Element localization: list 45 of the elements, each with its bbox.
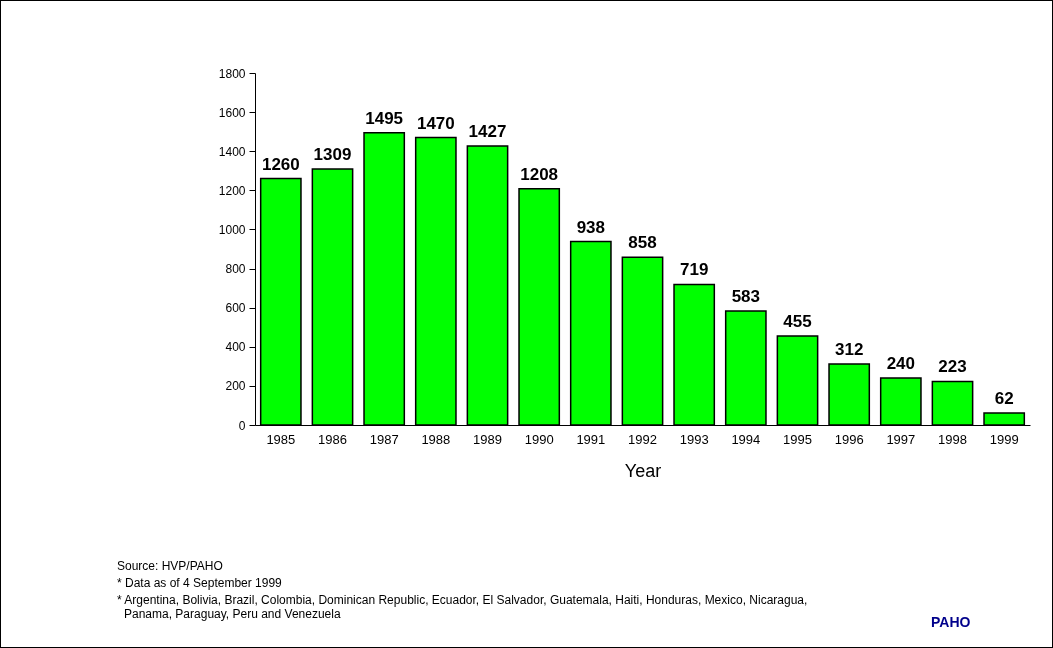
- y-tick-label: 0: [238, 418, 246, 433]
- y-tick-label: 1200: [218, 183, 246, 198]
- x-tick-label: 1994: [731, 431, 761, 447]
- data-label: 312: [834, 339, 864, 359]
- x-tick-label: 1988: [421, 431, 451, 447]
- y-tick-label: 800: [225, 262, 246, 277]
- data-label: 455: [783, 312, 812, 332]
- x-tick-label: 1991: [576, 431, 606, 447]
- x-tick-label: 1992: [628, 431, 657, 447]
- text: * Argentina, Bolivia, Brazil, Colombia, Dominican Republic, Ecuador, El Salvador, Guatemala, Haiti, Honduras, Mexico, Nicaragua, Panama, Paraguay, Peru and Venezuela: [117, 593, 809, 621]
- data-label: 719: [679, 260, 709, 280]
- text: * Data as of 4 September 1999: [117, 576, 282, 590]
- data-label: 1427: [468, 121, 507, 141]
- y-tick-label: 1600: [218, 105, 246, 120]
- data-label: 1208: [520, 164, 559, 184]
- y-tick-label: 1800: [218, 66, 246, 81]
- y-tick-label: 1000: [218, 222, 246, 237]
- x-tick-label: 1986: [318, 431, 347, 447]
- data-label: 938: [576, 217, 606, 237]
- data-label: 240: [886, 354, 916, 374]
- y-tick-label: 1400: [218, 144, 246, 159]
- x-tick-label: 1998: [938, 431, 967, 447]
- text: PAHO: [931, 614, 971, 630]
- x-tick-label: 1987: [369, 431, 399, 447]
- data-label: 223: [938, 357, 967, 377]
- x-tick-label: 1993: [679, 431, 709, 447]
- y-tick-label: 200: [225, 379, 246, 394]
- x-tick-label: 1997: [886, 431, 916, 447]
- x-axis-title: Year: [624, 460, 662, 481]
- data-label: 62: [994, 388, 1014, 408]
- y-tick-label: 600: [225, 301, 246, 316]
- x-tick-label: 1995: [783, 431, 812, 447]
- x-tick-label: 1996: [834, 431, 864, 447]
- data-label: 858: [628, 233, 657, 253]
- y-tick-label: 400: [225, 340, 246, 355]
- x-tick-label: 1989: [473, 431, 502, 447]
- data-label: 1260: [261, 154, 300, 174]
- data-label: 1309: [313, 145, 352, 165]
- data-label: 1470: [416, 113, 455, 133]
- data-label: 1495: [365, 108, 404, 128]
- x-tick-label: 1999: [989, 431, 1019, 447]
- x-tick-label: 1990: [524, 431, 554, 447]
- data-label: 583: [731, 286, 761, 306]
- x-tick-label: 1985: [266, 431, 296, 447]
- source-note: Source: HVP/PAHO: [117, 559, 223, 573]
